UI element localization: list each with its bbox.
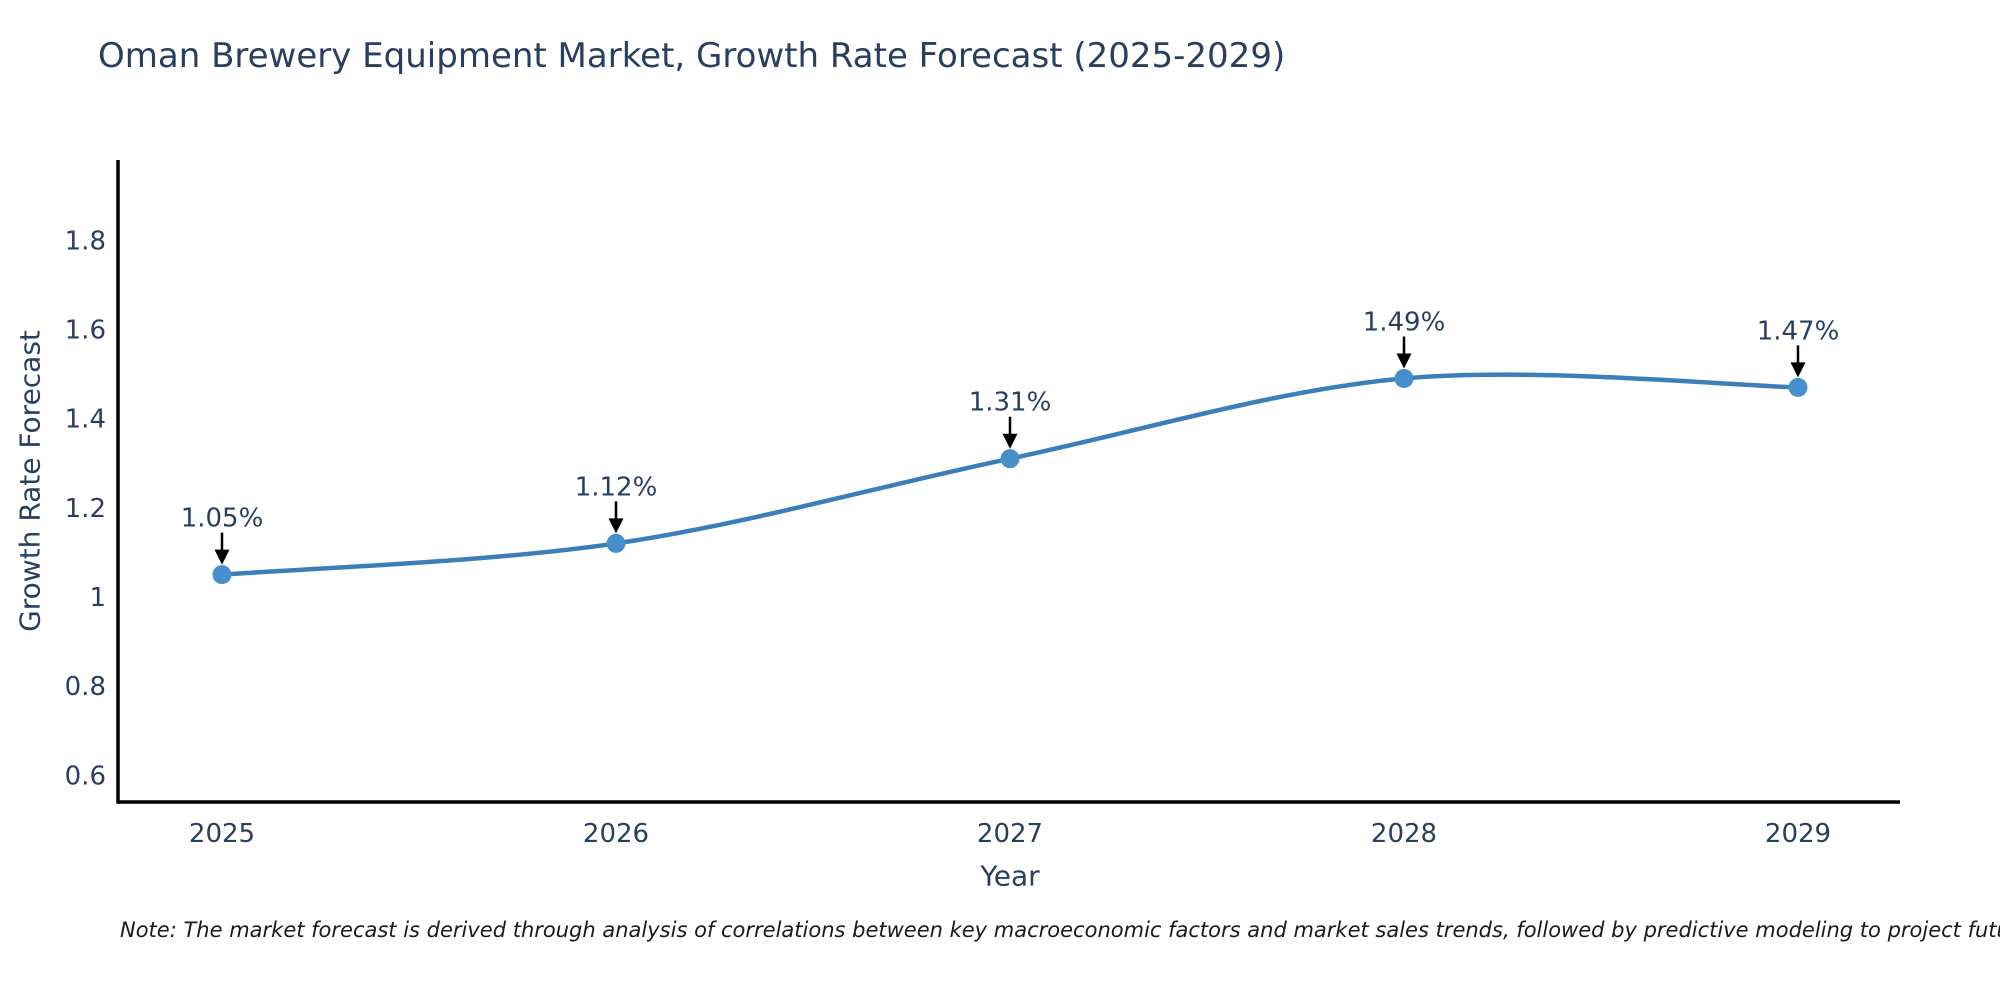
x-tick-label: 2025 bbox=[189, 819, 255, 849]
data-point-marker bbox=[1000, 449, 1020, 469]
point-annotation: 1.12% bbox=[575, 472, 658, 502]
y-tick-label: 0.6 bbox=[65, 761, 106, 791]
x-tick-label: 2028 bbox=[1371, 819, 1437, 849]
footnote: Note: The market forecast is derived thr… bbox=[120, 918, 2000, 942]
annotation-arrowhead bbox=[1396, 353, 1412, 369]
x-tick-label: 2027 bbox=[977, 819, 1043, 849]
y-axis-title: Growth Rate Forecast bbox=[13, 330, 47, 632]
annotation-arrowhead bbox=[214, 549, 230, 565]
x-tick-label: 2029 bbox=[1765, 819, 1831, 849]
x-axis-title: Year bbox=[980, 859, 1040, 893]
y-tick-label: 1.4 bbox=[65, 405, 106, 435]
chart-title: Oman Brewery Equipment Market, Growth Ra… bbox=[98, 36, 1286, 76]
annotation-arrowhead bbox=[608, 518, 624, 534]
data-point-marker bbox=[1788, 377, 1808, 397]
data-point-marker bbox=[1394, 368, 1414, 388]
y-tick-label: 1 bbox=[89, 583, 106, 613]
y-tick-label: 0.8 bbox=[65, 672, 106, 702]
y-tick-label: 1.2 bbox=[65, 494, 106, 524]
point-annotation: 1.47% bbox=[1757, 316, 1840, 346]
x-tick-label: 2026 bbox=[583, 819, 649, 849]
data-point-marker bbox=[606, 533, 626, 553]
point-annotation: 1.31% bbox=[969, 388, 1052, 418]
annotation-arrowhead bbox=[1790, 362, 1806, 378]
y-tick-label: 1.8 bbox=[65, 226, 106, 256]
y-tick-label: 1.6 bbox=[65, 315, 106, 345]
data-point-marker bbox=[212, 565, 232, 585]
annotation-arrowhead bbox=[1002, 433, 1018, 449]
point-annotation: 1.05% bbox=[181, 504, 264, 534]
point-annotation: 1.49% bbox=[1363, 307, 1446, 337]
